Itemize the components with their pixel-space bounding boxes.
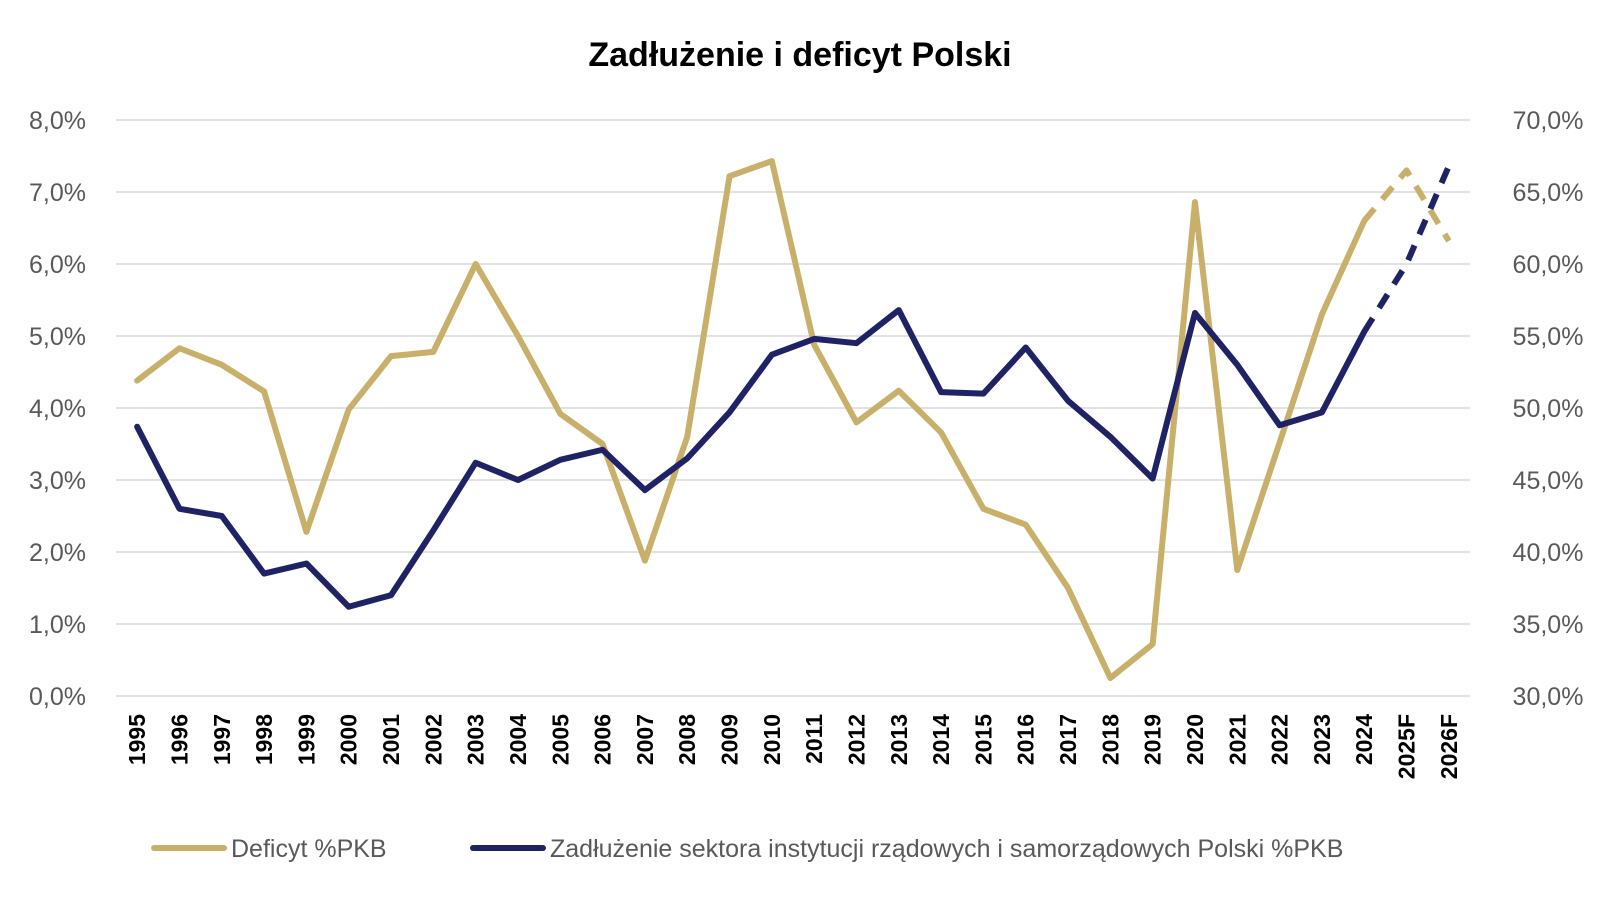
x-axis-tick-label: 2012 [843,714,869,765]
right-axis-tick-label: 50,0% [1513,395,1584,423]
x-axis-tick-label: 1998 [251,714,277,765]
series-forecast-line-1 [1361,167,1452,243]
x-axis-tick-label: 2020 [1182,714,1208,765]
left-axis-tick-label: 4,0% [29,395,86,423]
legend-label-2: Zadłużenie sektora instytucji rządowych … [550,835,1343,863]
x-axis-tick-label: 1999 [293,714,319,765]
x-axis-tick-label: 2021 [1224,714,1250,765]
x-axis-tick-label: 2018 [1097,714,1123,765]
right-axis-tick-label: 40,0% [1513,539,1584,567]
series-lines [134,158,1452,681]
x-axis-tick-label: 1996 [166,714,192,765]
left-axis-tick-label: 1,0% [29,611,86,639]
right-axis-tick-label: 60,0% [1513,251,1584,279]
x-axis-tick-label: 2016 [1013,714,1039,765]
x-axis-tick-label: 2022 [1267,714,1293,765]
right-axis-tick-label: 30,0% [1513,683,1584,711]
x-axis-tick-label: 2000 [336,714,362,765]
x-axis-tick-label: 2019 [1140,714,1166,765]
right-axis-tick-label: 65,0% [1513,179,1584,207]
x-axis-tick-label: 2010 [759,714,785,765]
x-axis-tick-label: 2004 [505,714,531,765]
x-axis-tick-label: 2017 [1055,714,1081,765]
left-axis-tick-label: 3,0% [29,467,86,495]
legend-label-1: Deficyt %PKB [231,835,387,863]
right-axis-tick-label: 35,0% [1513,611,1584,639]
x-axis-tick-label: 1995 [124,714,150,765]
left-axis-tick-label: 5,0% [29,323,86,351]
right-axis-tick-labels: 30,0% 35,0% 40,0% 45,0% 50,0% 55,0% 60,0% 65,0%… [1513,107,1584,711]
x-axis-tick-label: 2023 [1309,714,1335,765]
series-line-1 [134,158,1368,681]
x-axis-tick-label: 2015 [970,714,996,765]
x-axis-tick-label: 1997 [209,714,235,765]
left-axis-tick-label: 6,0% [29,251,86,279]
legend: Deficyt %PKB Zadłużenie sektora instytucj… [151,835,1343,863]
x-axis-tick-label: 2014 [928,714,954,765]
x-axis-tick-label: 2009 [717,714,743,765]
series-line-2 [134,307,1368,610]
right-axis-tick-label: 45,0% [1513,467,1584,495]
left-axis-tick-label: 8,0% [29,107,86,135]
x-axis-tick-label: 2011 [801,714,827,764]
right-axis-tick-label: 55,0% [1513,323,1584,351]
x-axis-tick-label: 2007 [632,714,658,765]
x-axis-tick-label: 2001 [378,714,404,765]
series-forecast-line-2 [1361,164,1452,334]
left-axis-tick-labels: 0,0% 1,0% 2,0% 3,0% 4,0% 5,0% 6,0% 7,0% 8,0% [29,107,86,711]
left-axis-tick-label: 7,0% [29,179,86,207]
x-axis-tick-label: 2002 [420,714,446,765]
x-axis-tick-label: 2025F [1394,714,1420,779]
chart-title: Zadłużenie i deficyt Polski [588,36,1011,74]
x-axis-tick-labels: 1995 1996 1997 1998 1999 2000 2001 2002 2003 2004… [124,714,1462,779]
grid-lines [116,119,1470,697]
x-axis-tick-label: 2013 [886,714,912,765]
x-axis-tick-label: 2003 [463,714,489,765]
x-axis-tick-label: 2005 [547,714,573,765]
x-axis-tick-label: 2008 [674,714,700,765]
left-axis-tick-label: 0,0% [29,683,86,711]
x-axis-tick-label: 2026F [1436,714,1462,779]
left-axis-tick-label: 2,0% [29,539,86,567]
x-axis-tick-label: 2006 [590,714,616,765]
x-axis-tick-label: 2024 [1351,714,1377,765]
right-axis-tick-label: 70,0% [1513,107,1584,135]
